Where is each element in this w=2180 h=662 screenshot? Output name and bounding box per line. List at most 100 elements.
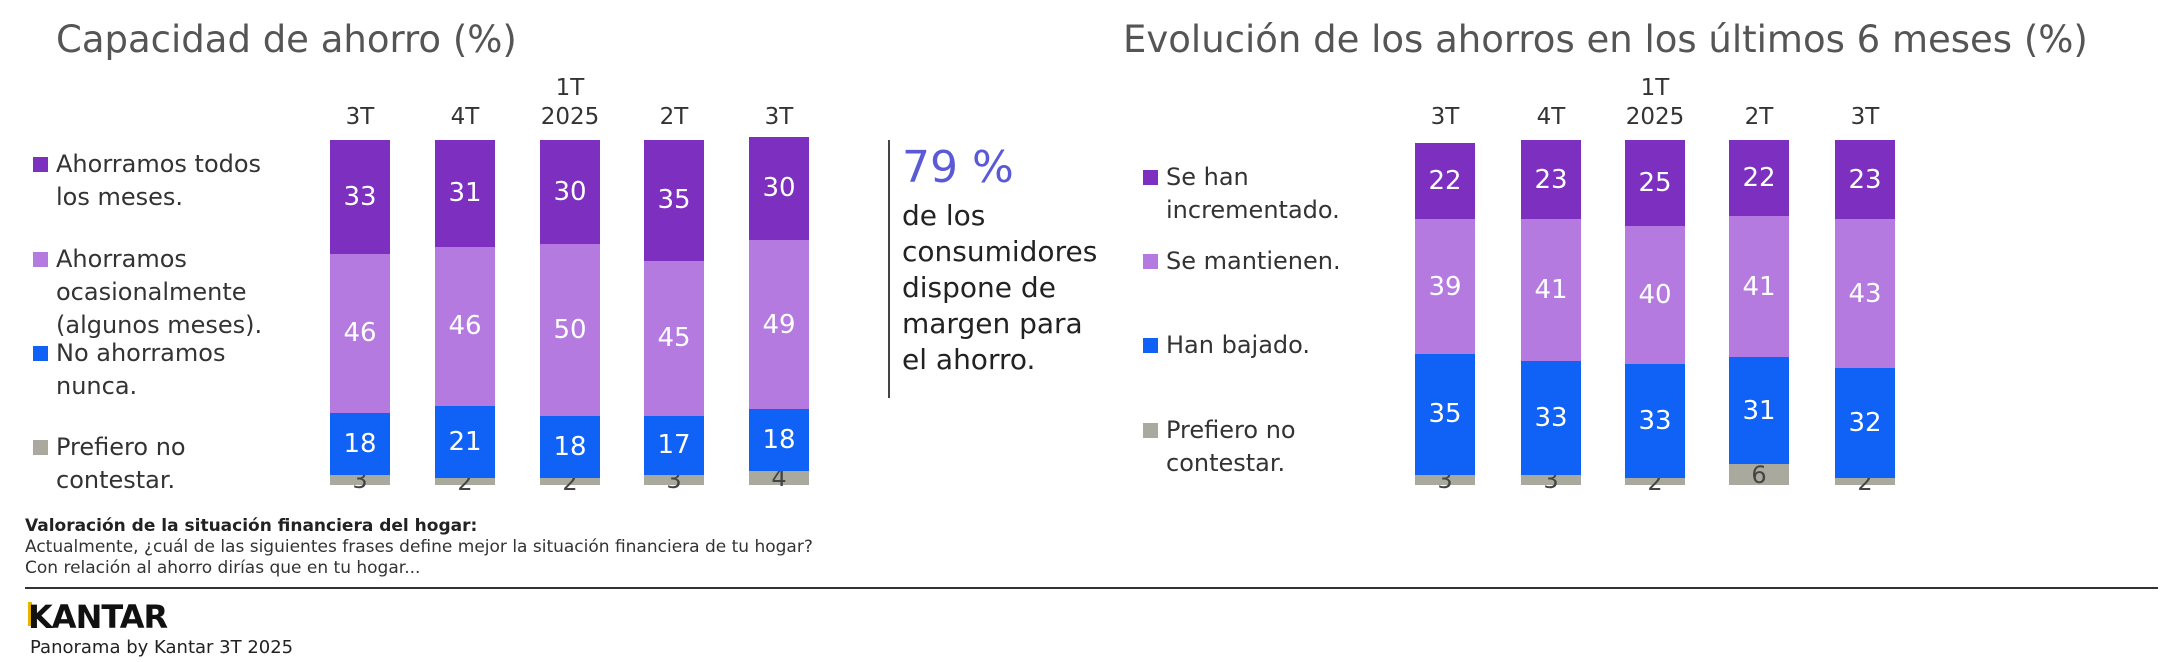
bar-segment: 6 (1729, 461, 1789, 489)
legend-swatch (33, 252, 48, 267)
x-tick-label: 1T 2025 (1625, 75, 1685, 130)
legend-swatch (33, 346, 48, 361)
bar-segment: 3 (1415, 466, 1475, 494)
x-tick-label: 3T (1430, 104, 1460, 130)
value-label: 35 (1428, 399, 1462, 430)
bar-segment: 33 (330, 140, 390, 254)
bar-segment: 41 (1521, 219, 1581, 361)
x-tick-label: 1T 2025 (540, 75, 600, 130)
x-tick-label: 3T (1850, 104, 1880, 130)
value-label: 49 (762, 309, 796, 340)
legend-label: Se han incrementado. (1166, 163, 1340, 224)
x-tick-label: 3T (764, 104, 794, 130)
value-label: 46 (343, 318, 377, 349)
value-label: 31 (1742, 395, 1776, 426)
bar-segment: 2 (435, 468, 495, 496)
value-label: 33 (1638, 406, 1672, 437)
bar-segment: 46 (330, 253, 390, 413)
legend-swatch (1143, 338, 1158, 353)
bar-segment: 40 (1625, 226, 1685, 365)
x-tick-label: 3T (345, 104, 375, 130)
footer-caption: Panorama by Kantar 3T 2025 (30, 637, 294, 658)
bar-segment: 31 (1729, 357, 1789, 465)
bar-segment: 22 (1415, 143, 1475, 220)
logo: KANTAR (28, 598, 168, 636)
footnote-title: Valoración de la situación financiera de… (25, 516, 478, 536)
chart-title: Evolución de los ahorros en los últimos … (1123, 18, 2088, 61)
bar-segment: 45 (644, 260, 704, 416)
bar-segment: 32 (1835, 367, 1895, 479)
bar-segment: 2 (1835, 468, 1895, 496)
legend-label: Prefiero no contestar. (1166, 416, 1296, 477)
divider (888, 140, 890, 398)
value-label: 23 (1848, 164, 1882, 195)
legend-label: Ahorramos ocasionalmente (algunos meses)… (56, 245, 263, 339)
value-label: 22 (1428, 166, 1462, 197)
bar-segment: 49 (749, 240, 809, 410)
footnote-line: Con relación al ahorro dirías que en tu … (25, 558, 421, 578)
bar-segment: 46 (435, 246, 495, 406)
bar-segment: 35 (644, 140, 704, 261)
value-label: 30 (762, 173, 796, 204)
callout-value: 79 % (902, 142, 1014, 193)
bar-segment: 41 (1729, 215, 1789, 358)
value-label: 45 (657, 323, 691, 354)
value-label: 18 (762, 425, 796, 456)
legend-swatch (1143, 170, 1158, 185)
legend-label: Ahorramos todos los meses. (56, 150, 262, 211)
value-label: 31 (448, 178, 482, 209)
bar-segment: 3 (1521, 466, 1581, 494)
value-label: 40 (1638, 280, 1672, 311)
bar-segment: 3 (330, 466, 390, 494)
bar-segment: 50 (540, 243, 600, 416)
legend-swatch (1143, 423, 1158, 438)
x-tick-label: 4T (450, 104, 480, 130)
chart-title: Capacidad de ahorro (%) (56, 18, 517, 61)
value-label: 18 (343, 428, 377, 459)
x-tick-label: 4T (1536, 104, 1566, 130)
legend-swatch (33, 157, 48, 172)
value-label: 25 (1638, 168, 1672, 199)
logo-mark (28, 602, 32, 626)
bar-segment: 18 (749, 409, 809, 472)
value-label: 30 (553, 176, 587, 207)
value-label: 18 (553, 432, 587, 463)
rule (25, 587, 2158, 589)
legend-swatch (1143, 254, 1158, 269)
value-label: 46 (448, 311, 482, 342)
footnote-line: Actualmente, ¿cuál de las siguientes fra… (25, 537, 813, 557)
value-label: 23 (1534, 164, 1568, 195)
bar-segment: 2 (1625, 468, 1685, 496)
value-label: 17 (657, 430, 691, 461)
callout-text: de los consumidores dispone de margen pa… (902, 199, 1098, 376)
value-label: 21 (448, 426, 482, 457)
bar-segment: 23 (1835, 140, 1895, 220)
bar-segment: 21 (435, 405, 495, 479)
bar-segment: 30 (540, 140, 600, 244)
legend-swatch (33, 440, 48, 455)
bar-segment: 23 (1521, 140, 1581, 220)
x-tick-label: 2T (1744, 104, 1774, 130)
value-label: 32 (1848, 407, 1882, 438)
bar-segment: 33 (1521, 360, 1581, 475)
bar-segment: 35 (1415, 353, 1475, 475)
bar-segment: 2 (540, 468, 600, 496)
legend-label: Han bajado. (1166, 331, 1311, 359)
bar-segment: 17 (644, 416, 704, 475)
value-label: 6 (1751, 460, 1767, 489)
x-tick-label: 2T (659, 104, 689, 130)
bar-segment: 31 (435, 140, 495, 247)
legend-label: No ahorramos nunca. (56, 339, 226, 400)
bar-segment: 22 (1729, 140, 1789, 216)
value-label: 35 (657, 185, 691, 216)
bar-segment: 43 (1835, 219, 1895, 368)
value-label: 33 (343, 181, 377, 212)
value-label: 39 (1428, 271, 1462, 302)
legend-label: Se mantienen. (1166, 247, 1341, 275)
value-label: 41 (1534, 275, 1568, 306)
bar-segment: 30 (749, 136, 809, 241)
bar-segment: 3 (644, 466, 704, 494)
value-label: 43 (1848, 278, 1882, 309)
bar-segment: 25 (1625, 140, 1685, 227)
